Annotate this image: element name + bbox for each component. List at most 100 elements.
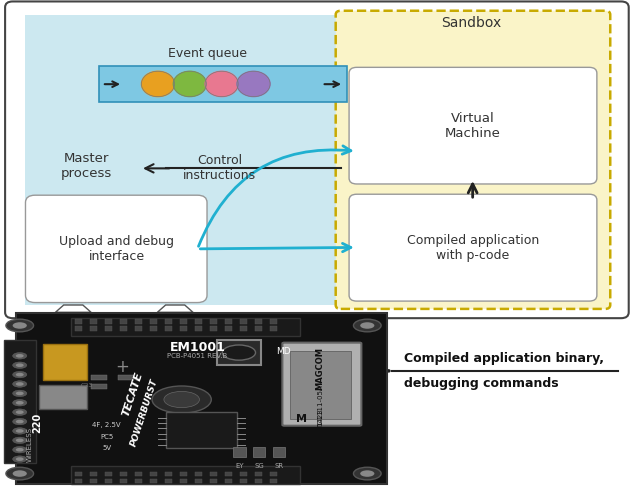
Circle shape: [237, 71, 270, 97]
Text: 1423: 1423: [317, 409, 323, 427]
Bar: [75, 479, 82, 484]
Bar: [210, 479, 217, 484]
Circle shape: [13, 322, 27, 329]
Bar: [225, 319, 233, 324]
Bar: [240, 479, 247, 484]
Bar: [253, 447, 266, 457]
Bar: [290, 351, 352, 419]
Text: LTC1111-05A: LTC1111-05A: [317, 384, 323, 429]
Circle shape: [16, 410, 24, 414]
Bar: [75, 326, 82, 331]
Circle shape: [16, 364, 24, 367]
Bar: [105, 319, 112, 324]
Bar: [255, 319, 262, 324]
Bar: [165, 319, 172, 324]
Circle shape: [16, 373, 24, 376]
Circle shape: [16, 439, 24, 442]
FancyBboxPatch shape: [349, 194, 597, 301]
Bar: [120, 479, 127, 484]
Bar: [71, 318, 300, 336]
Bar: [150, 326, 157, 331]
Polygon shape: [157, 305, 193, 312]
Text: TECATE: TECATE: [120, 370, 144, 418]
Bar: [135, 472, 142, 476]
Bar: [91, 384, 106, 388]
Circle shape: [141, 71, 175, 97]
Bar: [195, 472, 202, 476]
Bar: [150, 479, 157, 484]
Circle shape: [13, 447, 27, 453]
Bar: [255, 472, 262, 476]
Text: Upload and debug
interface: Upload and debug interface: [59, 235, 174, 263]
Bar: [195, 326, 202, 331]
Bar: [255, 326, 262, 331]
Circle shape: [13, 362, 27, 368]
Bar: [233, 447, 246, 457]
Text: +: +: [115, 358, 129, 376]
Bar: [105, 326, 112, 331]
Text: PC5: PC5: [100, 434, 113, 441]
Bar: [90, 479, 97, 484]
FancyBboxPatch shape: [349, 67, 597, 184]
Bar: [150, 472, 157, 476]
Bar: [135, 319, 142, 324]
Polygon shape: [55, 305, 91, 312]
FancyBboxPatch shape: [25, 195, 207, 303]
Circle shape: [13, 418, 27, 425]
Text: 5V: 5V: [102, 445, 111, 451]
Bar: [195, 479, 202, 484]
Bar: [120, 326, 127, 331]
Bar: [90, 319, 97, 324]
Bar: [270, 319, 277, 324]
Circle shape: [164, 391, 199, 407]
Circle shape: [6, 467, 34, 480]
Text: Compiled application binary,: Compiled application binary,: [404, 352, 605, 365]
Circle shape: [16, 457, 24, 461]
Bar: [43, 344, 87, 380]
Text: 220: 220: [32, 413, 43, 433]
Bar: [71, 467, 300, 485]
Bar: [270, 472, 277, 476]
Bar: [105, 472, 112, 476]
FancyBboxPatch shape: [5, 1, 629, 318]
Bar: [165, 479, 172, 484]
Bar: [225, 479, 233, 484]
Bar: [166, 412, 237, 448]
Bar: [210, 319, 217, 324]
Bar: [90, 472, 97, 476]
Text: M: M: [296, 414, 307, 424]
Text: MAGCOM: MAGCOM: [315, 347, 324, 390]
Bar: [165, 472, 172, 476]
Circle shape: [152, 386, 211, 413]
Text: POWERBURST: POWERBURST: [129, 377, 159, 447]
Bar: [39, 385, 87, 408]
Bar: [180, 326, 187, 331]
Circle shape: [205, 71, 238, 97]
Circle shape: [13, 371, 27, 378]
Text: Control
instructions: Control instructions: [183, 154, 256, 183]
Text: 4F, 2.5V: 4F, 2.5V: [92, 422, 121, 428]
Circle shape: [13, 400, 27, 406]
Text: Master
process: Master process: [61, 152, 111, 180]
Circle shape: [13, 352, 27, 359]
Bar: [255, 479, 262, 484]
Text: Sandbox: Sandbox: [441, 17, 501, 30]
Bar: [240, 319, 247, 324]
Circle shape: [354, 467, 381, 480]
Bar: [195, 319, 202, 324]
FancyBboxPatch shape: [336, 11, 610, 309]
Bar: [165, 326, 172, 331]
Circle shape: [13, 437, 27, 444]
Bar: [150, 319, 157, 324]
Text: SR: SR: [275, 463, 283, 468]
Circle shape: [6, 319, 34, 332]
FancyBboxPatch shape: [282, 343, 361, 426]
Bar: [225, 472, 233, 476]
Text: EM1001: EM1001: [169, 341, 225, 354]
Bar: [25, 15, 373, 305]
Bar: [240, 472, 247, 476]
Text: C23: C23: [81, 383, 93, 387]
Bar: [135, 479, 142, 484]
Bar: [135, 326, 142, 331]
Circle shape: [13, 390, 27, 397]
